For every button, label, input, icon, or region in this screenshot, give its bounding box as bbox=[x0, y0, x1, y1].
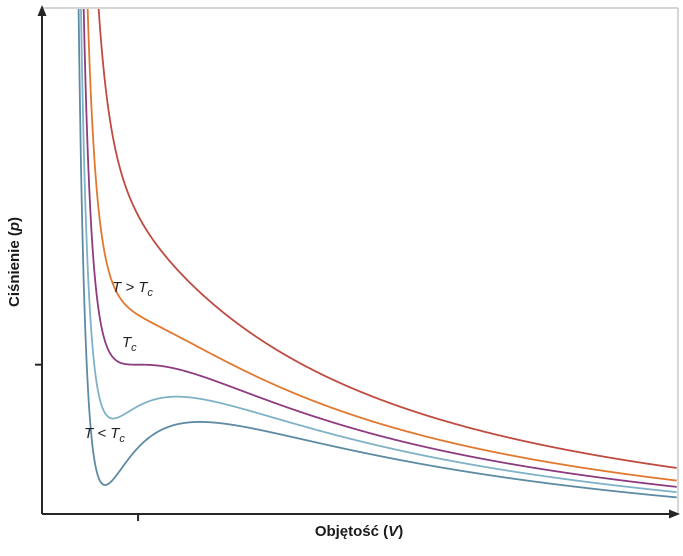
label-T-below-Tc-text: T < T bbox=[84, 425, 120, 442]
label-T-above-Tc-text: T > T bbox=[112, 279, 148, 296]
isotherm-curve-far-above-critical bbox=[97, 9, 677, 469]
y-axis-label-text: Ciśnienie ( bbox=[6, 231, 23, 307]
x-axis-label-symbol: V bbox=[388, 523, 399, 540]
axis-ticks bbox=[35, 363, 140, 521]
y-axis-arrowhead-icon bbox=[37, 5, 47, 16]
isotherm-curve-far-below-critical bbox=[77, 9, 677, 499]
label-Tc-text: T bbox=[122, 334, 132, 351]
label-T-below-Tc: T < Tc bbox=[84, 425, 125, 445]
x-axis-label-text: Objętość ( bbox=[314, 523, 389, 540]
y-axis-label-symbol: p bbox=[6, 221, 23, 232]
y-axis-label-close: ) bbox=[6, 216, 23, 222]
isotherm-curves bbox=[77, 9, 677, 499]
label-Tc-sub: c bbox=[131, 342, 137, 354]
label-T-below-Tc-sub: c bbox=[119, 433, 125, 445]
y-axis-label: Ciśnienie (p) bbox=[6, 217, 23, 307]
isotherm-curve-critical bbox=[82, 9, 677, 488]
label-T-above-Tc: T > Tc bbox=[112, 279, 153, 299]
x-axis-label: Objętość (V) bbox=[42, 523, 676, 540]
isotherm-curve-below-critical bbox=[80, 9, 677, 494]
label-Tc: Tc bbox=[122, 334, 137, 354]
x-axis-arrowhead-icon bbox=[669, 509, 680, 519]
x-axis-label-close: ) bbox=[398, 523, 404, 540]
label-T-above-Tc-sub: c bbox=[147, 287, 153, 299]
isotherm-curve-above-critical bbox=[86, 9, 677, 482]
